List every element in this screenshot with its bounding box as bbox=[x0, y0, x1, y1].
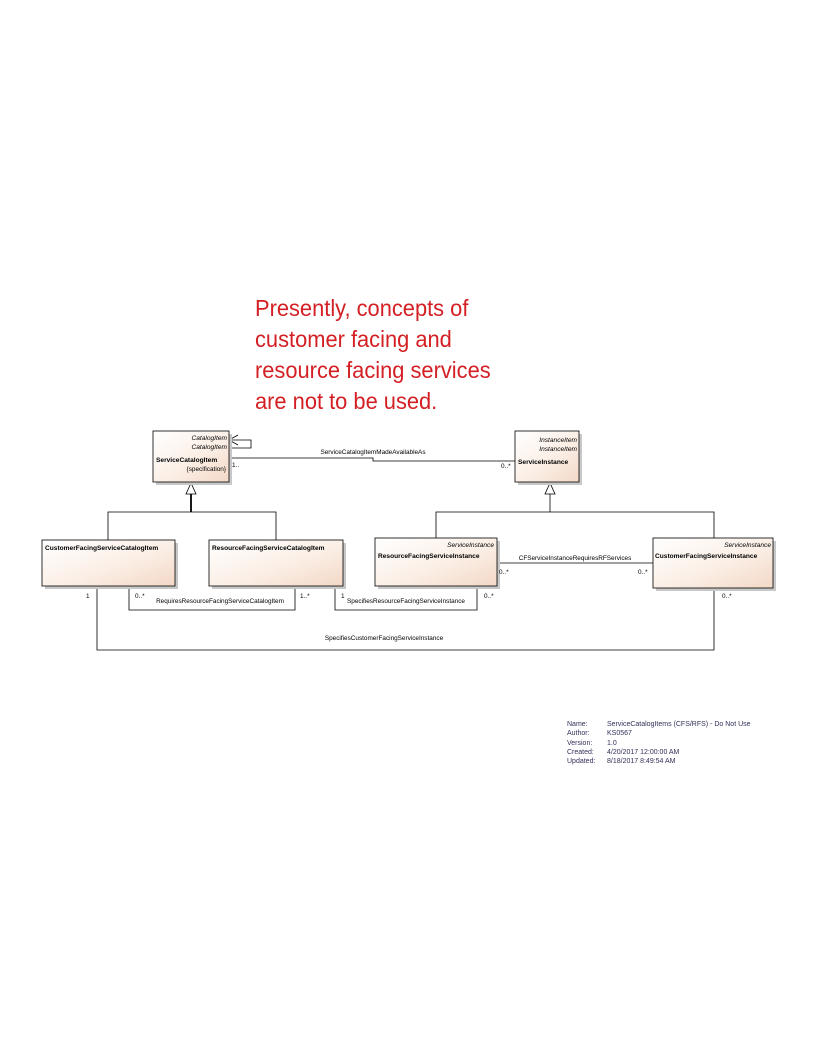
meta-key: Created: bbox=[567, 748, 594, 756]
meta-row-author: Author: KS0567 bbox=[567, 729, 751, 738]
multiplicity-label: 1.. bbox=[232, 462, 239, 469]
edge-requires-rfs-catalog-item[interactable] bbox=[128, 586, 296, 611]
multiplicity-label: 1..* bbox=[300, 593, 310, 600]
diagram-properties: Name: ServiceCatalogItems (CFS/RFS) - Do… bbox=[567, 720, 751, 766]
class-name: ResourceFacingServiceInstance bbox=[378, 553, 480, 560]
class-rfs-instance[interactable]: ServiceInstance ResourceFacingServiceIns… bbox=[374, 537, 500, 589]
note-line: are not to be used. bbox=[255, 388, 438, 414]
edge-made-available-as[interactable] bbox=[229, 457, 516, 462]
association-label: RequiresResourceFacingServiceCatalogItem bbox=[156, 598, 284, 605]
class-cfs-catalog-item[interactable]: CustomerFacingServiceCatalogItem bbox=[41, 539, 178, 589]
multiplicity-label: 0..* bbox=[484, 593, 494, 600]
class-service-instance[interactable]: InstanceItem InstanceItem ServiceInstanc… bbox=[514, 430, 582, 485]
meta-value: KS0567 bbox=[607, 730, 632, 738]
meta-value: 4/20/2017 12:00:00 AM bbox=[607, 748, 680, 756]
stereotype-label: ServiceInstance bbox=[447, 542, 494, 549]
meta-key: Author: bbox=[567, 730, 590, 738]
association-label: SpecifiesResourceFacingServiceInstance bbox=[347, 598, 465, 605]
edge-self-association[interactable] bbox=[228, 434, 252, 449]
meta-value: 1.0 bbox=[607, 739, 617, 747]
multiplicity-label: 0..* bbox=[501, 463, 511, 470]
class-name: ResourceFacingServiceCatalogItem bbox=[212, 545, 325, 552]
class-rfs-catalog-item[interactable]: ResourceFacingServiceCatalogItem bbox=[208, 539, 346, 589]
note-line: resource facing services bbox=[255, 357, 491, 383]
stereotype-label: ServiceInstance bbox=[724, 542, 771, 549]
stereotype-label: InstanceItem bbox=[539, 446, 577, 453]
meta-key: Name: bbox=[567, 721, 588, 728]
edge-generalization-catalog[interactable] bbox=[107, 482, 277, 540]
multiplicity-label: 1 bbox=[86, 593, 90, 600]
class-name: ServiceInstance bbox=[518, 459, 569, 466]
class-name: CustomerFacingServiceInstance bbox=[655, 553, 758, 560]
class-name: ServiceCatalogItem bbox=[156, 457, 217, 464]
diagram-note: Presently, concepts of customer facing a… bbox=[255, 293, 534, 417]
multiplicity-label: 0..* bbox=[135, 593, 145, 600]
meta-value: ServiceCatalogItems (CFS/RFS) - Do Not U… bbox=[607, 721, 751, 728]
meta-row-updated: Updated: 8/18/2017 8:49:54 AM bbox=[567, 757, 751, 766]
meta-row-version: Version: 1.0 bbox=[567, 739, 751, 748]
stereotype-label: CatalogItem bbox=[191, 435, 227, 442]
association-label: ServiceCatalogItemMadeAvailableAs bbox=[320, 449, 425, 456]
meta-key: Version: bbox=[567, 739, 593, 747]
stereotype-label: InstanceItem bbox=[539, 437, 577, 444]
multiplicity-label: 0..* bbox=[722, 593, 732, 600]
note-line: customer facing and bbox=[255, 326, 452, 352]
meta-value: 8/18/2017 8:49:54 AM bbox=[607, 758, 676, 766]
meta-row-name: Name: ServiceCatalogItems (CFS/RFS) - Do… bbox=[567, 720, 751, 729]
meta-row-created: Created: 4/20/2017 12:00:00 AM bbox=[567, 748, 751, 757]
edge-specifies-cfs-instance[interactable] bbox=[96, 586, 715, 651]
edge-specifies-rfs-instance[interactable] bbox=[334, 586, 478, 611]
association-label: SpecifiesCustomerFacingServiceInstance bbox=[325, 635, 444, 642]
class-service-catalog-item[interactable]: CatalogItem CatalogItem ServiceCatalogIt… bbox=[152, 430, 232, 485]
edge-generalization-instance[interactable] bbox=[435, 482, 715, 540]
stereotype-label: CatalogItem bbox=[191, 444, 227, 451]
note-line: Presently, concepts of bbox=[255, 295, 469, 321]
multiplicity-label: 1 bbox=[341, 593, 345, 600]
meta-key: Updated: bbox=[567, 758, 596, 766]
class-cfs-instance[interactable]: ServiceInstance CustomerFacingServiceIns… bbox=[652, 537, 776, 591]
multiplicity-label: 0..* bbox=[638, 569, 648, 576]
association-label: CFServiceInstanceRequiresRFServices bbox=[519, 555, 632, 562]
class-name: CustomerFacingServiceCatalogItem bbox=[45, 545, 158, 552]
class-property: {specification} bbox=[187, 466, 227, 473]
multiplicity-label: 0..* bbox=[499, 569, 509, 576]
